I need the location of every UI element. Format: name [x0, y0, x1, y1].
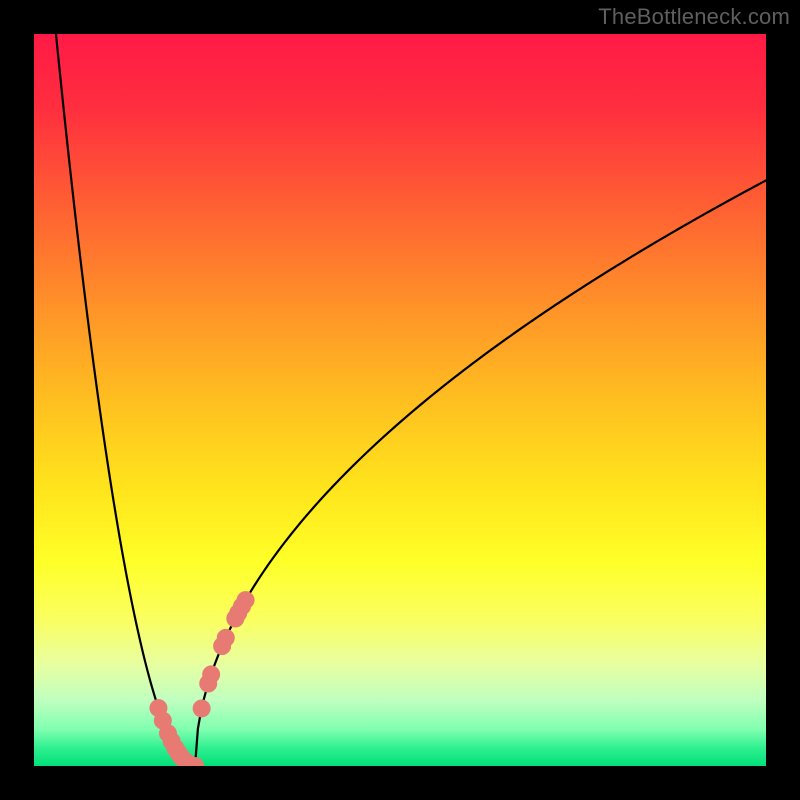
chart-root: TheBottleneck.com [0, 0, 800, 800]
chart-svg [0, 0, 800, 800]
watermark-text: TheBottleneck.com [598, 4, 790, 30]
